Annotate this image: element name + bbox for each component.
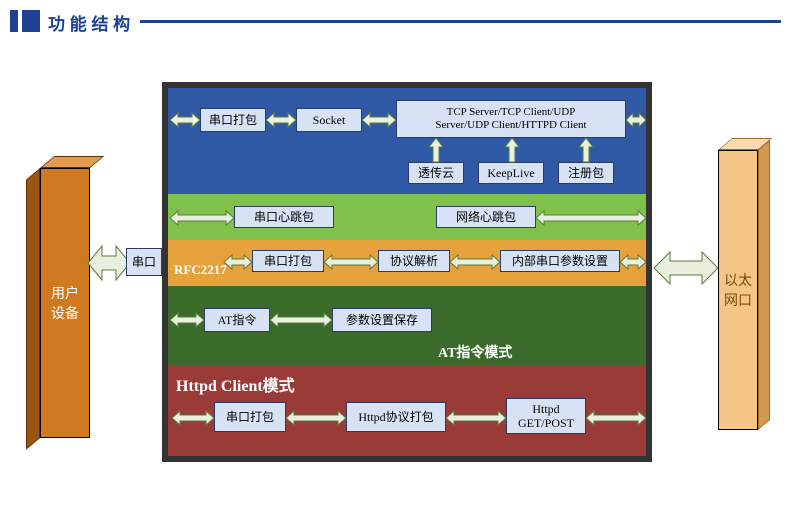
r2-a-label: 串口心跳包 [254, 210, 314, 224]
r1-a-label: 串口打包 [209, 113, 257, 127]
r1-a: 串口打包 [200, 108, 266, 132]
arrow-r1-e-up [504, 138, 520, 162]
arrow-r3-c-edge [620, 254, 646, 270]
left-block-side [26, 168, 40, 450]
arrow-r1-a-b [266, 112, 296, 128]
arrow-r3-b-c [450, 254, 500, 270]
r1-b: Socket [296, 108, 362, 132]
r3-c-label: 内部串口参数设置 [512, 254, 608, 268]
r3-a: 串口打包 [252, 250, 324, 272]
r1-d-label: 透传云 [418, 166, 454, 180]
arrow-r3-a-b [324, 254, 378, 270]
r3-a-label: 串口打包 [264, 254, 312, 268]
r3-c: 内部串口参数设置 [500, 250, 620, 272]
r5-c: Httpd GET/POST [506, 398, 586, 434]
arrow-r4-a-b [270, 312, 332, 328]
left-block-front: 用户 设备 [40, 168, 90, 438]
header-rule [140, 20, 781, 23]
arrow-main-to-ethernet [654, 248, 718, 288]
r3-label: RFC2217 [174, 262, 227, 278]
r4-a-label: AT指令 [218, 313, 257, 327]
arrow-r2-b-edge [536, 210, 646, 226]
r4-b-label: 参数设置保存 [346, 313, 418, 327]
right-block-label: 以太 网口 [724, 270, 752, 310]
arrow-r5-a-b [286, 410, 346, 426]
left-block-top [40, 156, 104, 168]
r5-b-label: Httpd协议打包 [358, 410, 433, 424]
arrow-r5-c-edge [586, 410, 646, 426]
r1-b-label: Socket [313, 113, 346, 127]
r5-label: Httpd Client模式 [176, 372, 295, 396]
r4-b: 参数设置保存 [332, 308, 432, 332]
arrow-r1-c-edge [626, 112, 646, 128]
arrow-r1-f-up [578, 138, 594, 162]
r1-e-label: KeepLive [487, 166, 534, 180]
r4-label: AT指令模式 [438, 342, 512, 362]
left-block-label: 用户 设备 [51, 283, 79, 323]
diagram-canvas: 功 能 结 构 用户 设备 以太 网口 串口 串口打包 Socket TCP S… [0, 0, 791, 506]
r5-a-label: 串口打包 [226, 410, 274, 424]
serial-box-label: 串口 [132, 255, 156, 269]
r5-c-label: Httpd GET/POST [518, 402, 574, 431]
right-block-side [758, 140, 770, 430]
header-accent-1 [10, 10, 18, 32]
arrow-r5-edge-a [172, 410, 214, 426]
header-title: 功 能 结 构 [48, 10, 130, 35]
r2-a: 串口心跳包 [234, 206, 334, 228]
arrow-r1-d-up [428, 138, 444, 162]
right-block-front: 以太 网口 [718, 150, 758, 430]
header-accent-2 [22, 10, 40, 32]
r3-b: 协议解析 [378, 250, 450, 272]
r5-b: Httpd协议打包 [346, 402, 446, 432]
r2-b: 网络心跳包 [436, 206, 536, 228]
r2-b-label: 网络心跳包 [456, 210, 516, 224]
arrow-r4-edge-a [170, 312, 204, 328]
r1-c-label: TCP Server/TCP Client/UDP Server/UDP Cli… [435, 106, 586, 132]
r1-f: 注册包 [558, 162, 614, 184]
r3-b-label: 协议解析 [390, 254, 438, 268]
serial-box: 串口 [126, 248, 162, 276]
r1-f-label: 注册包 [568, 166, 604, 180]
arrow-r5-b-c [446, 410, 506, 426]
r5-a: 串口打包 [214, 402, 286, 432]
arrow-r2-edge-a [170, 210, 234, 226]
arrow-user-to-serial [88, 238, 130, 288]
r1-e: KeepLive [478, 162, 544, 184]
arrow-r1-b-c [362, 112, 396, 128]
arrow-r3-edge-a [224, 254, 252, 270]
r4-a: AT指令 [204, 308, 270, 332]
r1-c: TCP Server/TCP Client/UDP Server/UDP Cli… [396, 100, 626, 138]
r1-d: 透传云 [408, 162, 464, 184]
arrow-r1-edge-a [170, 112, 200, 128]
